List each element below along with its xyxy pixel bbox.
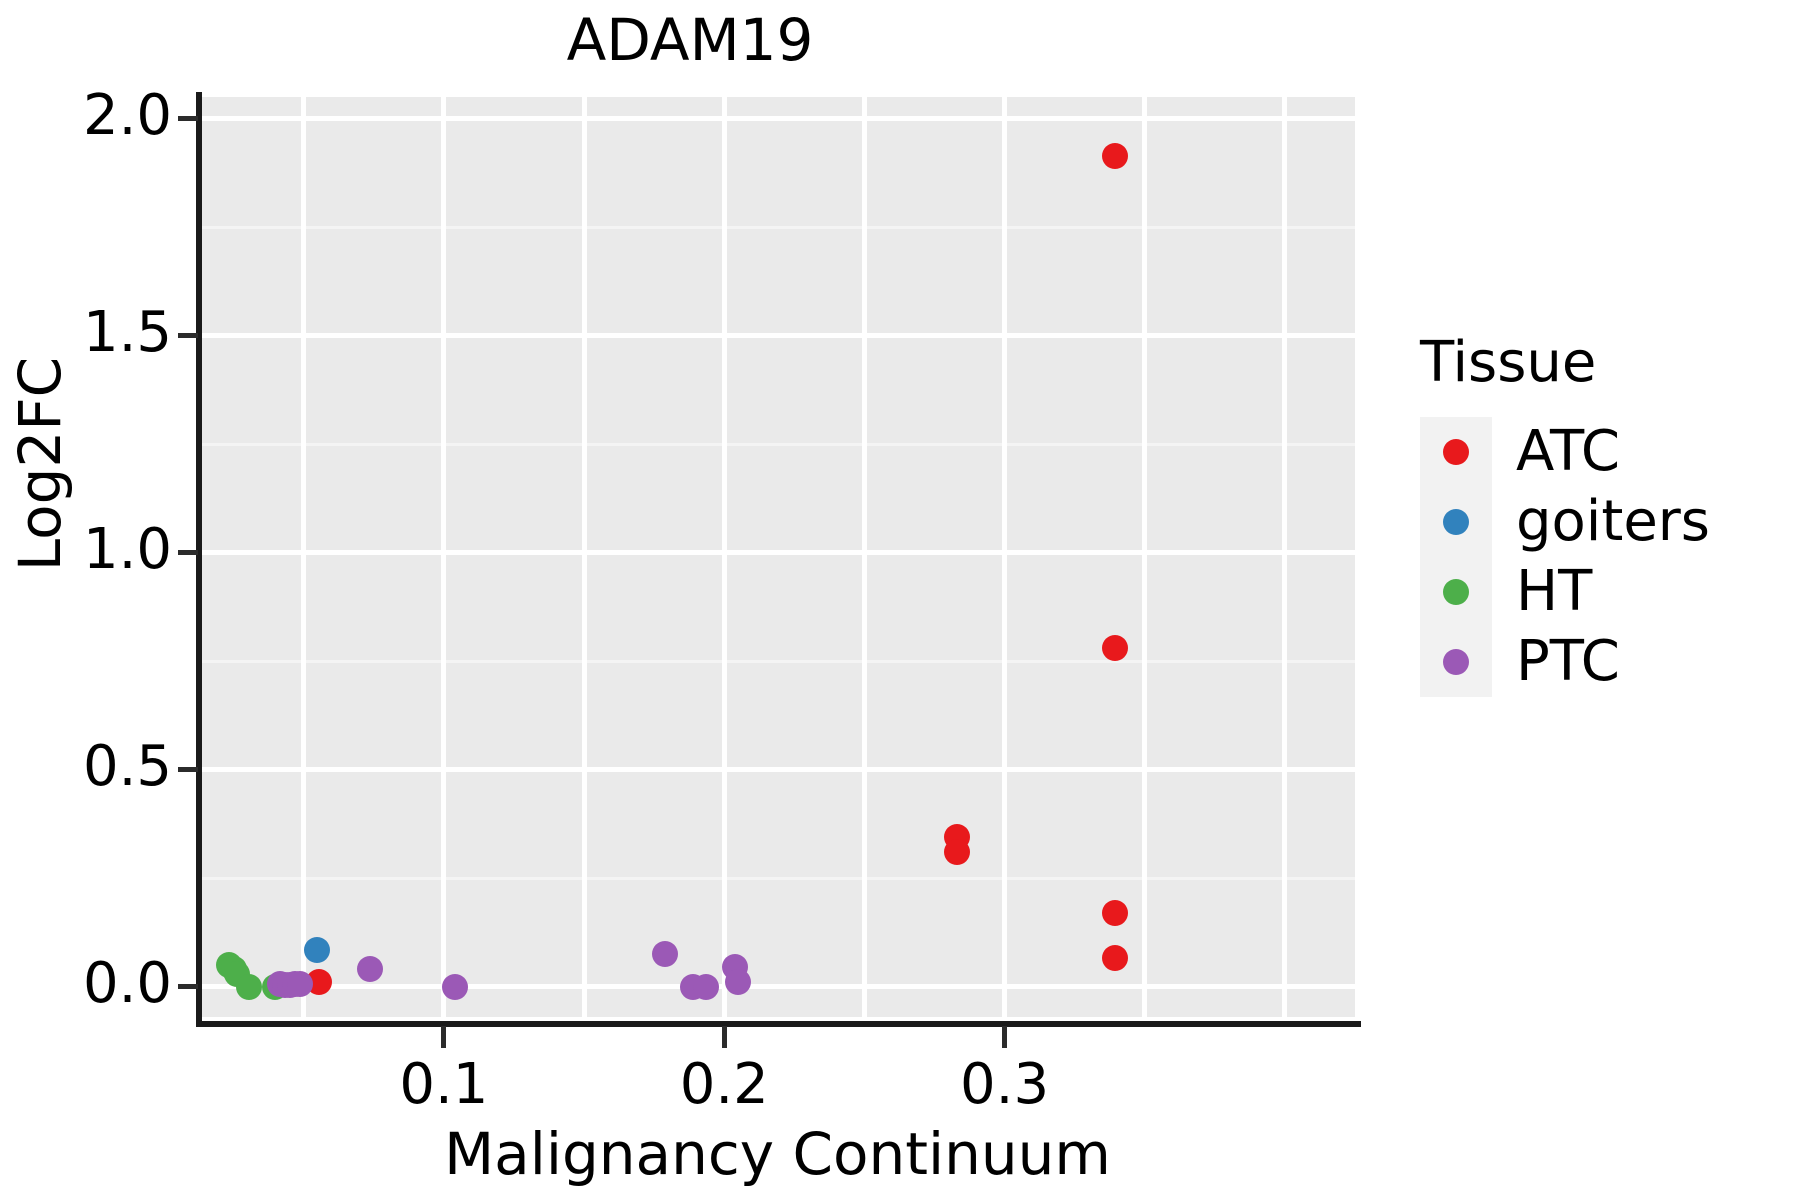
data-point-ATC — [1102, 945, 1129, 972]
legend-item-HT[interactable]: HT — [1420, 557, 1780, 627]
plot-panel — [200, 97, 1355, 1017]
legend-dot-icon — [1443, 579, 1469, 605]
gridline-x-0.05 — [301, 97, 307, 1017]
gridline-y-1.5 — [200, 333, 1355, 339]
legend-items: ATC goiters HT PTC — [1420, 417, 1780, 697]
gridline-x-0.15 — [581, 97, 587, 1017]
legend-key-background — [1420, 487, 1492, 557]
tick-y-1.0 — [178, 550, 198, 556]
legend-dot-icon — [1443, 509, 1469, 535]
ticklabel-x-0.1: 0.1 — [399, 1052, 489, 1117]
ticklabel-y-1.0: 1.0 — [82, 516, 172, 582]
data-point-ATC — [1102, 142, 1129, 169]
legend-label: goiters — [1516, 489, 1710, 554]
ticklabel-y-1.5: 1.5 — [82, 299, 172, 365]
legend-dot-icon — [1443, 439, 1469, 465]
gridline-x-0.35 — [1142, 97, 1148, 1017]
y-axis-line — [196, 92, 202, 1027]
tick-x-0.3 — [1002, 1026, 1008, 1048]
data-point-PTC — [725, 969, 752, 996]
data-point-PTC — [442, 973, 469, 1000]
legend-dot-icon — [1443, 649, 1469, 675]
gridline-y-0.5 — [200, 767, 1355, 773]
data-point-ATC — [1102, 635, 1129, 662]
ticklabel-y-0.5: 0.5 — [82, 733, 172, 799]
gridline-y-2 — [200, 116, 1355, 122]
data-point-ATC — [1102, 899, 1129, 926]
gridline-minor-y-0.25 — [200, 876, 1355, 880]
gridline-minor-y-0.75 — [200, 659, 1355, 663]
data-point-PTC — [693, 973, 719, 1000]
gridline-x-0.2 — [721, 97, 727, 1017]
page-title: ADAM19 — [566, 6, 814, 74]
tick-x-0.2 — [721, 1026, 727, 1048]
y-axis-label: Log2FC — [6, 356, 74, 572]
legend-title: Tissue — [1420, 330, 1597, 395]
tick-y-0.0 — [178, 984, 198, 990]
legend-key-background — [1420, 627, 1492, 697]
gridline-minor-y-1.75 — [200, 225, 1355, 229]
legend-label: HT — [1516, 559, 1593, 624]
data-point-PTC — [652, 941, 679, 968]
legend-label: ATC — [1516, 419, 1620, 484]
gridline-y-1 — [200, 550, 1355, 556]
legend: Tissue ATC goiters HT PTC — [1420, 330, 1780, 697]
data-point-goiters — [303, 936, 330, 963]
x-axis-line — [196, 1021, 1361, 1027]
tick-y-0.5 — [178, 767, 198, 773]
legend-label: PTC — [1516, 629, 1620, 694]
gridline-minor-y-1.25 — [200, 442, 1355, 446]
ticklabel-y-0.0: 0.0 — [82, 950, 172, 1016]
gridline-y-0 — [200, 984, 1355, 990]
tick-x-0.1 — [441, 1026, 447, 1048]
ticklabel-x-0.2: 0.2 — [679, 1052, 769, 1117]
legend-item-PTC[interactable]: PTC — [1420, 627, 1780, 697]
gridline-x-0.3 — [1002, 97, 1008, 1017]
legend-key-background — [1420, 557, 1492, 627]
tick-y-2.0 — [178, 116, 198, 122]
ticklabel-x-0.3: 0.3 — [960, 1052, 1050, 1117]
data-point-PTC — [287, 971, 314, 998]
legend-item-goiters[interactable]: goiters — [1420, 487, 1780, 557]
gridline-x-0.1 — [441, 97, 447, 1017]
legend-key-background — [1420, 417, 1492, 487]
legend-item-ATC[interactable]: ATC — [1420, 417, 1780, 487]
tick-y-1.5 — [178, 333, 198, 339]
data-point-ATC — [943, 839, 970, 866]
data-point-HT — [236, 973, 263, 1000]
ticklabel-y-2.0: 2.0 — [82, 82, 172, 148]
data-point-PTC — [356, 956, 383, 983]
x-axis-label: Malignancy Continuum — [444, 1120, 1111, 1188]
gridline-x-0.25 — [861, 97, 867, 1017]
gridline-x-0.4 — [1282, 97, 1288, 1017]
